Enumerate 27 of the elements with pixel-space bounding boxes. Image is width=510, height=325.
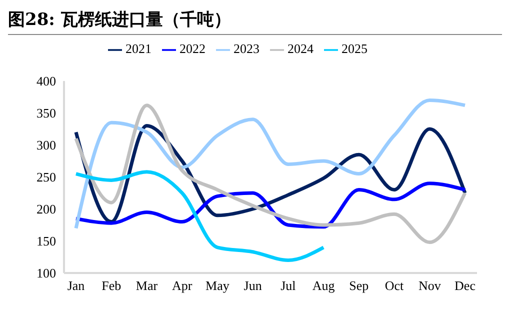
- x-tick-label: May: [206, 278, 230, 294]
- x-tick-label: Nov: [418, 278, 442, 294]
- x-tick-label: Jun: [244, 278, 262, 294]
- y-tick-label: 350: [36, 106, 56, 121]
- y-tick-label: 100: [36, 266, 56, 281]
- x-tick-label: Jan: [67, 278, 86, 294]
- x-tick-label: Apr: [172, 278, 193, 294]
- y-tick-label: 200: [36, 202, 56, 217]
- line-series: [74, 182, 467, 229]
- x-tick-label: Dec: [454, 278, 476, 294]
- y-tick-label: 300: [36, 138, 56, 153]
- y-tick-label: 400: [36, 74, 56, 89]
- legend-label: 2021: [126, 41, 152, 56]
- y-tick-label: 250: [36, 170, 56, 185]
- legend-label: 2023: [234, 41, 260, 56]
- x-tick-label: Jul: [280, 278, 296, 294]
- x-tick-label: Aug: [312, 278, 336, 294]
- x-tick-label: Mar: [136, 278, 158, 294]
- legend-label: 2025: [342, 41, 368, 56]
- line-series: [74, 170, 326, 262]
- chart-title: 图28: 瓦楞纸进口量（千吨）: [8, 8, 502, 35]
- x-tick-label: Sep: [349, 278, 369, 294]
- x-tick-label: Feb: [102, 278, 122, 294]
- legend-label: 2022: [180, 41, 206, 56]
- y-tick-label: 150: [36, 234, 56, 249]
- legend-label: 2024: [288, 41, 314, 56]
- x-tick-label: Oct: [384, 278, 404, 294]
